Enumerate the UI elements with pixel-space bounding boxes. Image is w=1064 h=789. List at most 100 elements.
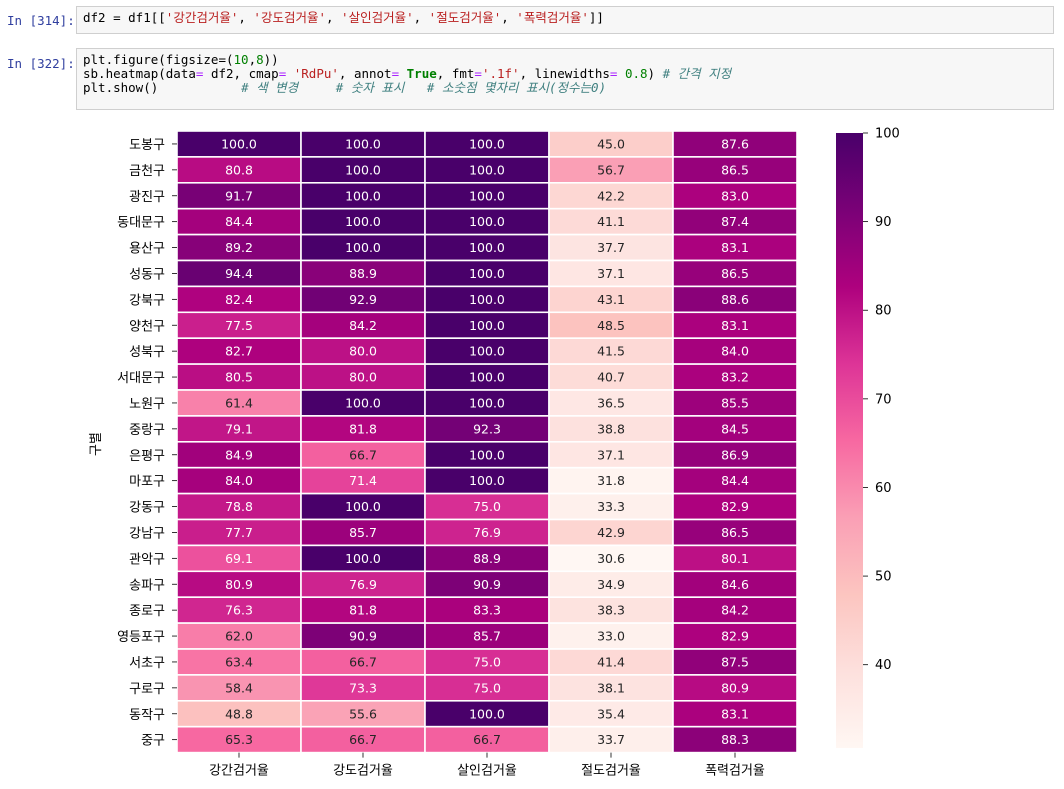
cell-annotation: 100.0 [469, 240, 505, 255]
column-tick-label: 강도검거율 [333, 764, 393, 779]
heatmap-cell [672, 440, 798, 469]
code-operator: = [391, 66, 400, 81]
code-text: plt.show() [83, 80, 159, 95]
heatmap-cell [672, 337, 798, 365]
cell-annotation: 37.1 [597, 266, 625, 281]
cell-annotation: 86.5 [721, 162, 749, 177]
heatmap-grid: 100.0 100.0 100.0 45.0 87.6 80.8 100.0 100.0 56.… [176, 130, 798, 754]
cell-annotation: 33.3 [597, 499, 625, 514]
heatmap-cell [672, 518, 798, 547]
code-number: 8 [256, 52, 264, 67]
code-editor[interactable]: df2 = df1[['강간검거율', '강도검거율', '살인검거율', '절… [76, 6, 1054, 34]
cell-annotation: 81.8 [349, 603, 377, 618]
heatmap-cell [300, 363, 426, 391]
heatmap-cell [300, 570, 426, 598]
cell-annotation: 82.7 [225, 344, 253, 359]
heatmap-cell [672, 233, 798, 262]
cell-annotation: 100.0 [469, 370, 505, 385]
row-tick-label: 광진구 [129, 190, 165, 205]
code-text: , linewidths [519, 66, 610, 81]
cell-prompt: In [322]: [7, 56, 75, 71]
cell-annotation: 87.6 [721, 136, 749, 151]
cell-annotation: 37.1 [597, 447, 625, 462]
cell-annotation: 100.0 [345, 240, 381, 255]
heatmap-cell [300, 182, 426, 210]
cell-annotation: 90.9 [473, 577, 501, 592]
cell-annotation: 66.7 [349, 447, 377, 462]
row-tick-label: 금천구 [129, 164, 165, 179]
cell-annotation: 35.4 [597, 706, 625, 721]
cell-annotation: 88.3 [721, 732, 749, 747]
colorbar-tick-label: 60 [875, 481, 892, 496]
code-string: '.1f' [481, 66, 520, 81]
code-operator: = [609, 66, 618, 81]
heatmap-cell [548, 389, 674, 417]
heatmap-cell [300, 544, 426, 573]
cell-annotation: 37.7 [597, 240, 625, 255]
heatmap-cell [424, 311, 550, 339]
row-tick-label: 송파구 [129, 578, 165, 593]
cell-annotation: 41.1 [597, 214, 625, 229]
code-text: df2, cmap [203, 66, 279, 81]
code-string: '강도검거율' [253, 10, 326, 25]
cell-annotation: 87.5 [721, 654, 749, 669]
cell-annotation: 100.0 [469, 162, 505, 177]
cell-annotation: 86.5 [721, 266, 749, 281]
colorbar-tick-label: 50 [875, 570, 892, 585]
heatmap-cell [548, 518, 674, 547]
colorbar-tick-label: 90 [875, 215, 892, 230]
cell-annotation: 85.7 [349, 525, 377, 540]
cell-annotation: 65.3 [225, 732, 253, 747]
code-editor[interactable]: plt.figure(figsize=(10,8)) sb.heatmap(da… [76, 48, 1054, 110]
heatmap-cell [548, 725, 674, 754]
cell-annotation: 38.8 [597, 421, 625, 436]
heatmap-cell [548, 156, 674, 184]
cell-annotation: 94.4 [225, 266, 253, 281]
cell-annotation: 80.0 [349, 370, 377, 385]
code-keyword: True [399, 66, 437, 81]
row-tick-label: 강남구 [129, 526, 165, 541]
cell-annotation: 100.0 [345, 214, 381, 229]
cell-annotation: 100.0 [345, 395, 381, 410]
heatmap-cell [672, 492, 798, 521]
row-tick-label: 동작구 [129, 708, 165, 723]
row-tick-label: 은평구 [129, 449, 165, 464]
heatmap-cell [424, 285, 550, 314]
colorbar-ticks: 40 50 60 70 80 90 100 [863, 127, 900, 673]
heatmap-cell [300, 285, 426, 314]
cell-prompt: In [314]: [7, 13, 75, 28]
code-text: ) [647, 66, 663, 81]
cell-annotation: 80.8 [225, 162, 253, 177]
cell-annotation: 34.9 [597, 577, 625, 592]
cell-annotation: 84.0 [225, 473, 253, 488]
heatmap-cell [176, 570, 302, 598]
cell-annotation: 80.5 [225, 370, 253, 385]
cell-annotation: 62.0 [225, 629, 253, 644]
heatmap-cell [176, 518, 302, 547]
row-tick-label: 노원구 [129, 397, 165, 412]
heatmap-cell [300, 596, 426, 624]
cell-annotation: 63.4 [225, 654, 253, 669]
heatmap-cell [548, 337, 674, 365]
cell-annotation: 69.1 [225, 551, 253, 566]
heatmap-cell [672, 570, 798, 598]
cell-annotation: 83.1 [721, 240, 749, 255]
cell-annotation: 55.6 [349, 706, 377, 721]
column-labels: 강간검거율 강도검거율 살인검거율 절도검거율 폭력검거율 [209, 752, 765, 779]
cell-annotation: 100.0 [469, 214, 505, 229]
row-tick-label: 중랑구 [129, 423, 165, 438]
cell-annotation: 56.7 [597, 162, 625, 177]
heatmap-cell [424, 518, 550, 547]
cell-annotation: 45.0 [597, 136, 625, 151]
row-tick-label: 구로구 [129, 682, 165, 697]
cell-annotation: 42.2 [597, 188, 625, 203]
y-axis-label: 구별 [89, 432, 104, 456]
row-tick-label: 서대문구 [117, 371, 165, 386]
heatmap-cell [672, 466, 798, 495]
cell-annotation: 66.7 [473, 732, 501, 747]
code-text: plt.figure(figsize=( [83, 52, 234, 67]
heatmap-cell [300, 648, 426, 676]
heatmap-cell [424, 130, 550, 158]
cell-annotation: 48.5 [597, 318, 625, 333]
heatmap-cell [672, 622, 798, 650]
